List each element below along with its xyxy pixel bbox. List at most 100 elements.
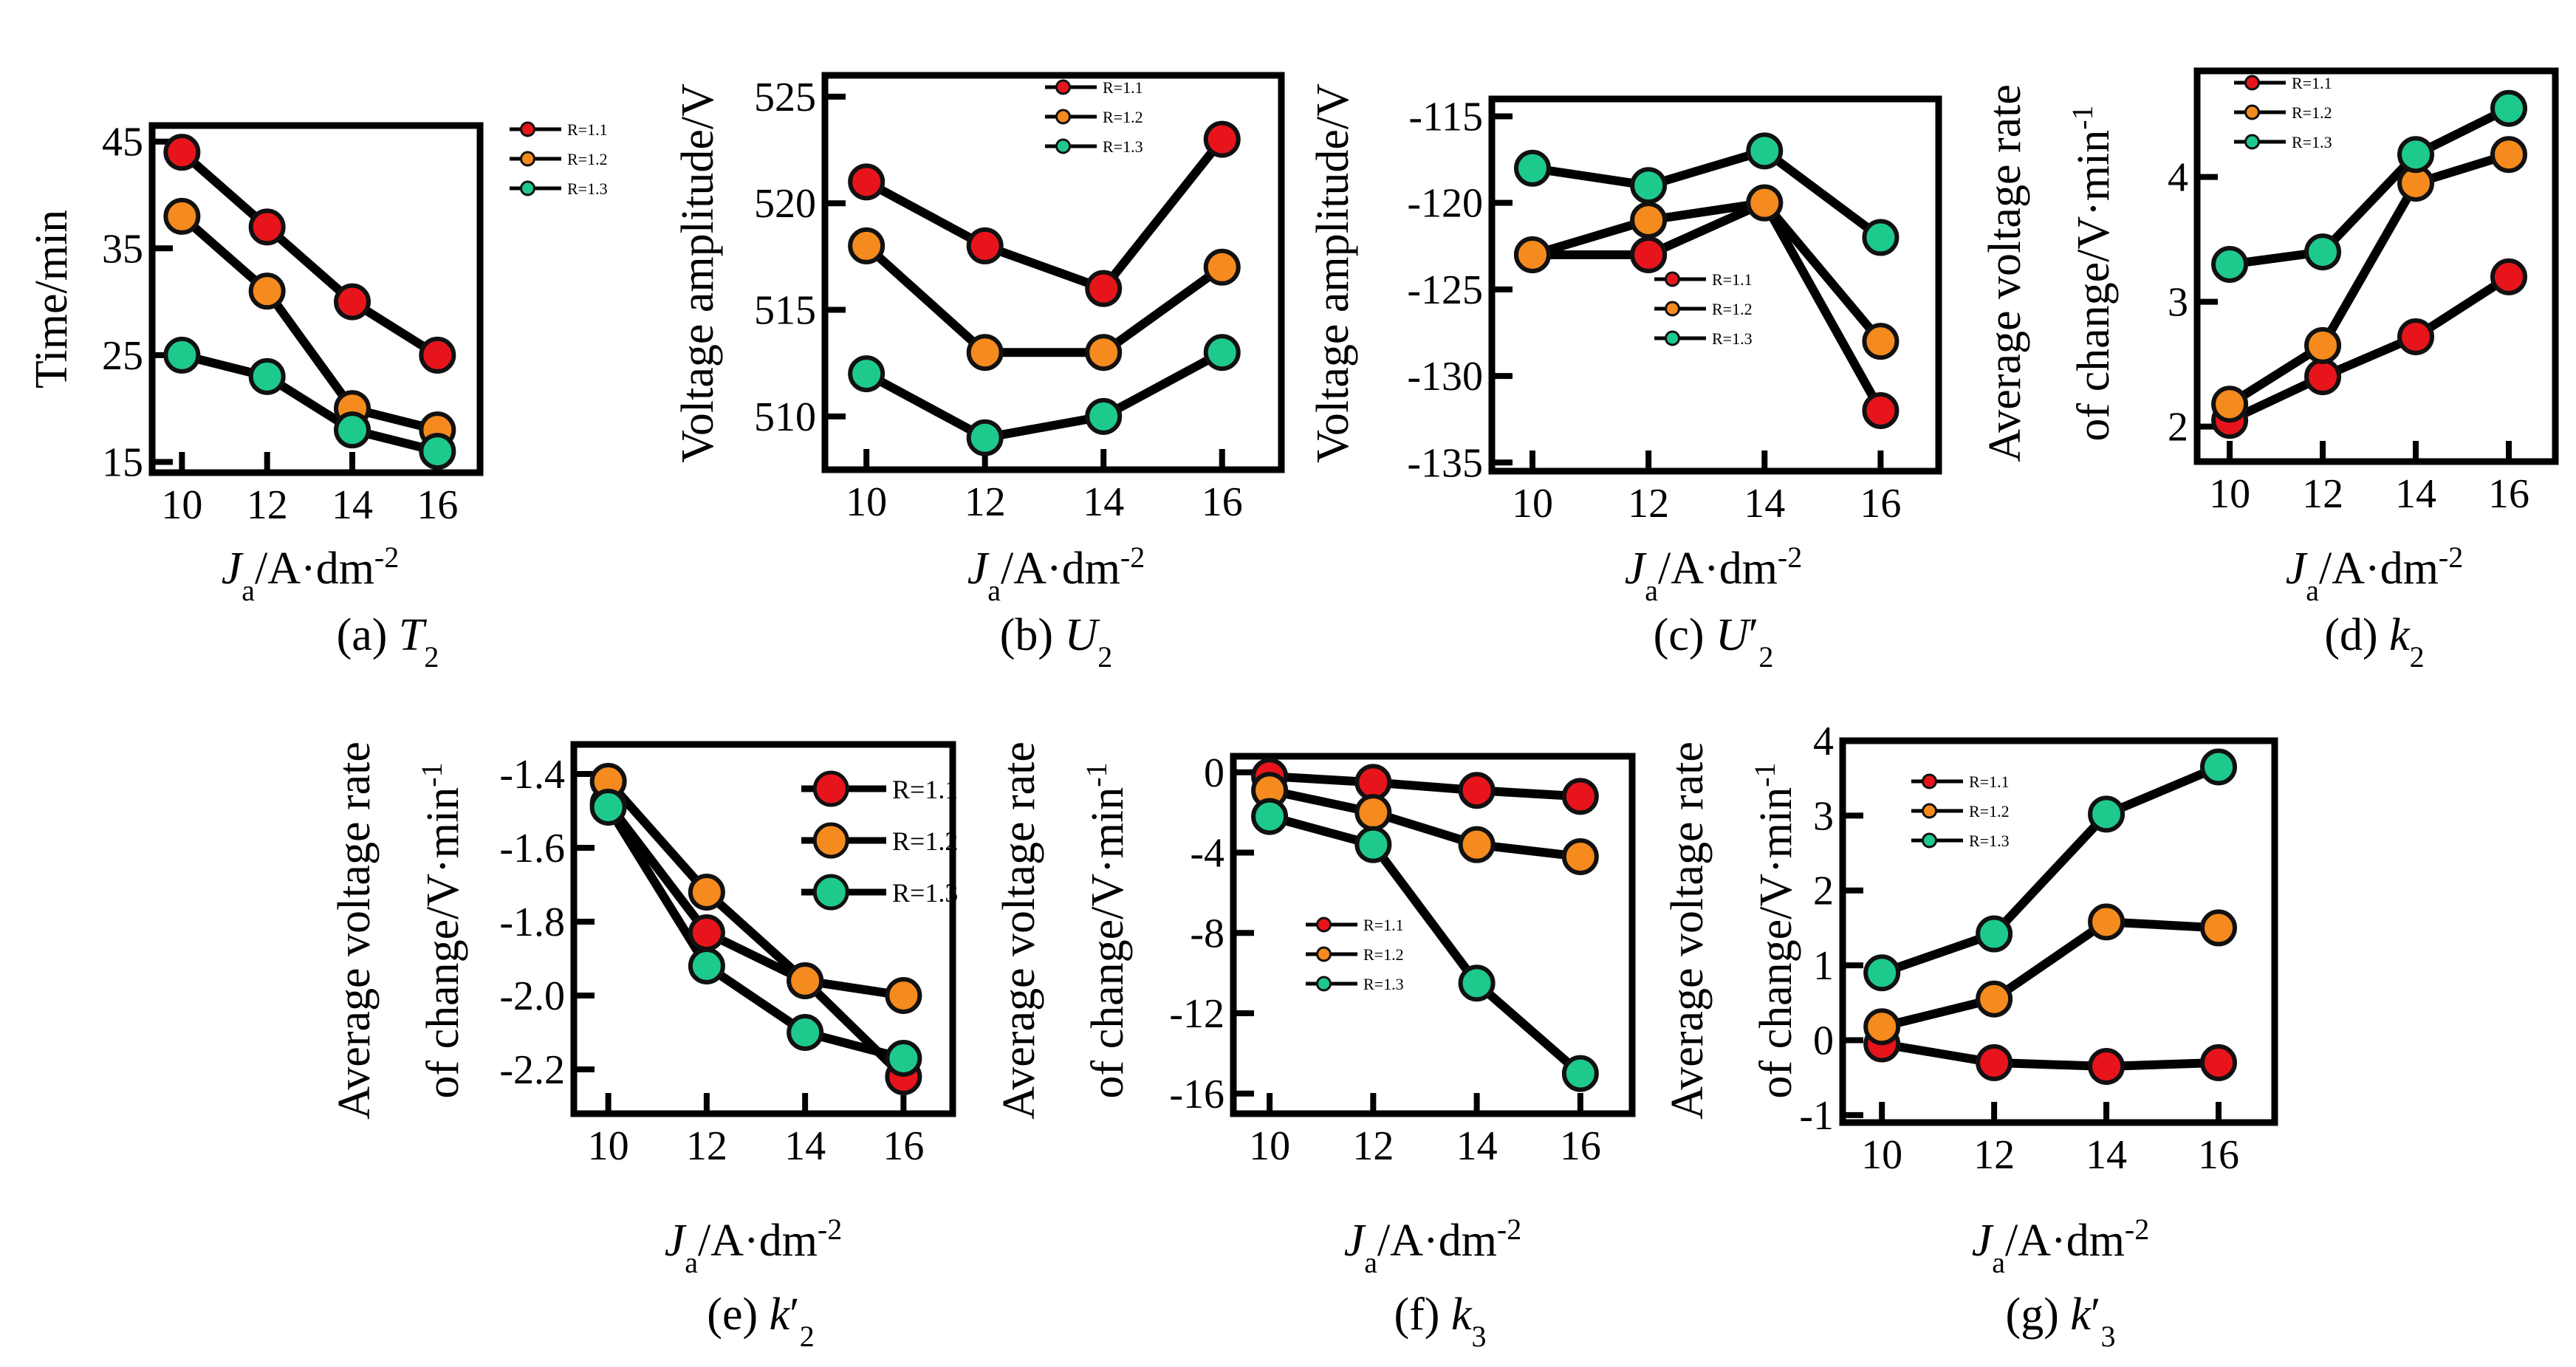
x-axis-unit: /A·dm	[1001, 544, 1120, 594]
data-point-R=1.3	[2397, 136, 2435, 174]
y-tick-label: 2	[2168, 405, 2188, 450]
data-point-R=1.2	[1561, 837, 1599, 875]
data-point-R=1.2	[248, 273, 286, 310]
y-tick-label: 520	[754, 181, 816, 227]
series-line-R=1.2	[863, 242, 1225, 357]
x-tick-label: 14	[1083, 479, 1124, 525]
x-tick-label: 10	[2209, 471, 2250, 517]
legend-marker	[1665, 330, 1680, 346]
legend-label: R=1.3	[1363, 975, 1404, 993]
caption-sub: 3	[2100, 1320, 2115, 1353]
x-axis-var: J	[967, 544, 990, 594]
data-point-R=1.3	[163, 336, 201, 374]
data-point-R=1.1	[1561, 778, 1599, 815]
x-axis-var: J	[1625, 544, 1647, 594]
x-axis-unit: /A·dm	[1377, 1216, 1497, 1266]
data-point-R=1.1	[163, 134, 201, 171]
x-axis-label: Ja/A·dm-2	[1625, 541, 1803, 607]
chart-panel-e: 10 12 14 16 -1.4 -1.6 -1.8 -2.0 -2.2 R=1.1 R=1.2 R=…	[329, 741, 958, 1353]
y-axis-label: Average voltage rate	[994, 741, 1044, 1120]
y-axis-label-text: Voltage amplitude/V	[673, 83, 723, 463]
caption-sub: 2	[1758, 640, 1773, 674]
legend-marker	[1055, 79, 1071, 95]
x-axis-var: J	[1344, 1216, 1366, 1266]
legend-marker	[520, 180, 535, 196]
x-tick-label: 14	[1456, 1123, 1498, 1169]
y-tick-label: -1	[1799, 1093, 1834, 1139]
data-point-R=1.3	[1458, 965, 1496, 1002]
panel-caption: (f) k3	[1394, 1289, 1487, 1353]
caption-symbol: T	[399, 610, 428, 660]
y-tick-label: -115	[1408, 94, 1483, 140]
series-line-R=1.2	[1268, 786, 1581, 861]
series-line-R=1.2	[2227, 150, 2510, 408]
series-line-R=1.3	[2229, 104, 2511, 269]
x-tick-label: 12	[1352, 1123, 1394, 1169]
x-axis-exp: -2	[2439, 541, 2463, 574]
series-line-R=1.3	[180, 351, 439, 456]
x-axis-exp: -2	[1120, 541, 1145, 574]
y-tick-label: -4	[1190, 831, 1224, 877]
x-tick-label: 14	[1744, 481, 1785, 527]
series-line-R=1.3	[1268, 812, 1583, 1078]
legend-marker	[812, 874, 849, 911]
caption-sub: 2	[2410, 640, 2425, 674]
legend-label: R=1.1	[2292, 74, 2332, 92]
x-tick-label: 12	[686, 1123, 727, 1169]
x-axis-label: Ja/A·dm-2	[222, 541, 400, 607]
data-point-R=1.3	[1863, 954, 1901, 992]
y-axis-label: Average voltage rate	[329, 741, 380, 1120]
data-point-R=1.1	[1862, 391, 1900, 429]
x-axis-exp: -2	[1497, 1213, 1521, 1246]
data-point-R=1.2	[688, 874, 725, 911]
x-axis-var: J	[222, 544, 244, 594]
data-point-R=1.1	[1354, 764, 1392, 801]
data-point-R=1.2	[1203, 248, 1241, 286]
x-tick-label: 12	[1973, 1132, 2015, 1178]
legend-marker	[1316, 946, 1332, 962]
legend-label: R=1.1	[892, 775, 958, 804]
chart-panel-c: 10 12 14 16 -115 -120 -125 -130 -135 R=1.1 R=1.2 R=…	[1308, 83, 1942, 674]
x-tick-label: 16	[1860, 481, 1901, 527]
x-tick-label: 12	[965, 479, 1006, 525]
y-tick-label: 4	[2168, 155, 2188, 201]
legend-label: R=1.1	[1103, 78, 1143, 97]
caption-symbol: k	[2389, 610, 2411, 660]
y-tick-label: 4	[1813, 719, 1834, 764]
data-point-R=1.1	[1203, 120, 1241, 158]
data-point-R=1.1	[688, 914, 725, 951]
data-point-R=1.3	[1203, 334, 1241, 371]
x-tick-label: 16	[2198, 1132, 2239, 1178]
y-tick-label: -125	[1407, 267, 1483, 313]
legend-label: R=1.2	[1103, 108, 1143, 126]
data-point-R=1.1	[966, 227, 1004, 264]
data-point-R=1.1	[2304, 358, 2342, 396]
y-tick-label: 0	[1813, 1018, 1834, 1063]
x-axis-unit: /A·dm	[2005, 1216, 2125, 1266]
y-axis-exp: -1	[2066, 105, 2099, 129]
y-axis-label-text: of change/V·min	[1083, 787, 1133, 1099]
x-tick-label: 16	[1202, 479, 1243, 525]
caption-symbol: k	[2070, 1289, 2092, 1340]
x-axis-var: J	[2286, 544, 2308, 594]
chart-panel-f: 10 12 14 16 0 -4 -8 -12 -16 R=1.1 R=1.2 R=1.3 Ja/A·d…	[994, 741, 1636, 1353]
y-axis-label: of change/V·min-1	[1080, 762, 1134, 1098]
y-axis-label: Average voltage rate	[1662, 741, 1713, 1120]
data-point-R=1.2	[966, 334, 1004, 371]
x-axis-exp: -2	[2125, 1213, 2149, 1246]
caption-sub: 2	[1097, 640, 1112, 674]
x-axis-var-sub: a	[242, 574, 255, 607]
x-axis-var-sub: a	[685, 1246, 698, 1279]
data-point-R=1.3	[2490, 89, 2528, 127]
caption-sub: 2	[800, 1320, 815, 1353]
legend-marker	[1922, 832, 1937, 849]
plot-frame	[2193, 67, 2559, 465]
panel-caption: (g) k′3	[2006, 1289, 2116, 1353]
x-tick-label: 16	[417, 482, 458, 528]
data-point-R=1.2	[1862, 323, 1900, 360]
data-point-R=1.1	[334, 283, 371, 321]
legend-marker	[1055, 138, 1071, 154]
plot-frame	[1488, 95, 1942, 475]
x-axis-unit: /A·dm	[698, 1216, 818, 1266]
